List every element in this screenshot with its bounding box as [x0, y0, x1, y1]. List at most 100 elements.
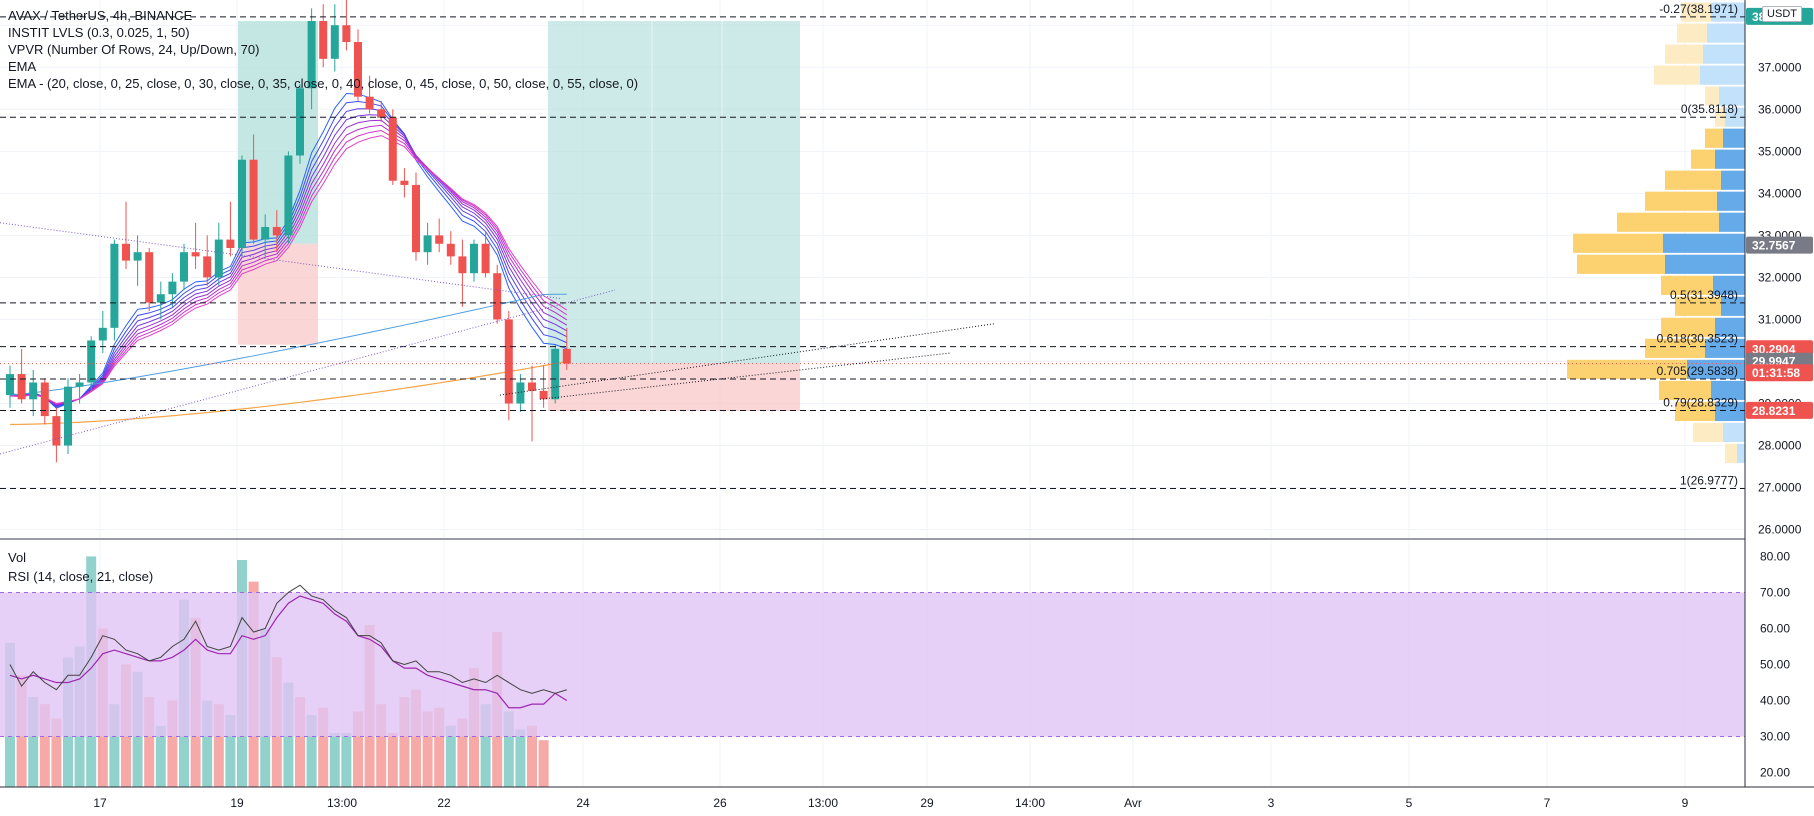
time-tick-label: 5 — [1406, 796, 1413, 810]
candlesticks[interactable] — [6, 0, 571, 463]
rsi-ma-line — [9, 595, 568, 709]
volume-bar — [109, 704, 120, 787]
time-tick-label: 24 — [576, 796, 590, 810]
currency-unit-badge[interactable]: USDT — [1762, 6, 1802, 22]
time-tick-label: 22 — [437, 796, 451, 810]
rsi-pane — [0, 538, 1814, 738]
vp-row-down — [1691, 149, 1715, 169]
fib-level-label: 0.618(30.3523) — [1657, 332, 1738, 346]
vp-row-up — [1700, 65, 1745, 85]
vp-row-up — [1715, 149, 1745, 169]
price-badge — [1746, 364, 1813, 382]
vp-row-up — [1719, 212, 1745, 232]
candle-body — [52, 416, 61, 446]
candle-body — [180, 252, 188, 282]
vp-row-down — [1654, 65, 1700, 85]
vp-row-down — [1705, 86, 1719, 106]
volume-bar — [51, 718, 62, 787]
volume-bar — [167, 700, 178, 787]
price-tick-label: 26.0000 — [1758, 523, 1802, 537]
candle-body — [110, 243, 119, 328]
candle-body — [40, 382, 49, 417]
vp-row-up — [1665, 254, 1745, 274]
candle-body — [29, 382, 38, 400]
candle-body — [296, 88, 304, 156]
candle-body — [539, 390, 548, 400]
volume-bar — [295, 696, 305, 787]
candle-body — [423, 235, 432, 253]
symbol-title[interactable]: AVAX / TetherUS, 4h, BINANCE — [8, 8, 193, 23]
candle-body — [261, 226, 270, 240]
indicator-vol[interactable]: Vol — [8, 550, 27, 565]
candle-body — [272, 226, 281, 236]
time-tick-label: 17 — [93, 796, 107, 810]
price-badge — [1746, 401, 1813, 419]
volume-bar — [202, 700, 213, 787]
time-tick-label: 3 — [1268, 796, 1275, 810]
time-tick-label: Avr — [1124, 796, 1142, 810]
trend-lines — [0, 222, 996, 455]
indicator-instit-lvls[interactable]: INSTIT LVLS (0.3, 0.025, 1, 50) — [8, 25, 190, 40]
volume-bar — [387, 732, 398, 787]
rsi-tick-label: 70.00 — [1760, 585, 1790, 599]
rsi-tick-label: 80.00 — [1760, 549, 1790, 563]
time-tick-label: 26 — [713, 796, 727, 810]
vp-row-up — [1711, 2, 1745, 22]
ema-100-line — [9, 293, 567, 396]
price-tick-label: 31.0000 — [1758, 312, 1802, 326]
candle-body — [156, 294, 165, 303]
candle-body — [191, 252, 200, 257]
vp-row-down — [1617, 212, 1719, 232]
candle-body — [388, 117, 397, 181]
candle-body — [214, 239, 223, 278]
candle-body — [226, 239, 235, 248]
volume-bar — [39, 704, 50, 787]
volume-profile — [1567, 2, 1745, 464]
vp-row-up — [1719, 86, 1745, 106]
candle-body — [400, 180, 409, 185]
indicator-ema-ribbon[interactable]: EMA - (20, close, 0, 25, close, 0, 30, c… — [8, 76, 639, 91]
candle-body — [238, 159, 246, 248]
candle-body — [75, 382, 84, 387]
candle-body — [307, 21, 316, 89]
volume-bar — [503, 711, 514, 787]
vp-row-up — [1717, 191, 1745, 211]
fib-level-label: 0(35.8118) — [1681, 102, 1738, 116]
indicator-ema[interactable]: EMA — [8, 59, 37, 74]
volume-bar — [399, 696, 410, 787]
volume-bar — [155, 725, 166, 787]
candle-body — [481, 243, 490, 274]
volume-bar — [329, 732, 340, 787]
chart-legend: AVAX / TetherUS, 4h, BINANCE INSTIT LVLS… — [8, 7, 638, 92]
candle-body — [284, 155, 293, 236]
price-tick-label: 35.0000 — [1758, 144, 1802, 158]
vp-row-down — [1693, 422, 1723, 443]
vp-row-up — [1663, 233, 1745, 253]
volume-bar — [411, 689, 421, 787]
rsi-tick-label: 40.00 — [1760, 694, 1790, 708]
vp-row-up — [1715, 401, 1745, 421]
volume-bar — [213, 704, 224, 787]
volume-bar — [457, 718, 468, 787]
price-badge-label: 32.7567 — [1752, 239, 1796, 253]
time-tick-label: 7 — [1544, 796, 1551, 810]
candle-body — [249, 159, 258, 240]
candle-body — [504, 319, 513, 404]
indicator-vpvr[interactable]: VPVR (Number Of Rows, 24, Up/Down, 70) — [8, 42, 260, 57]
trendline-ascending — [0, 289, 616, 455]
price-tick-label: 32.0000 — [1758, 270, 1802, 284]
rsi-tick-label: 50.00 — [1760, 658, 1790, 672]
candle-body — [87, 340, 96, 383]
vp-row-up — [1707, 23, 1745, 43]
price-tick-label: 27.0000 — [1758, 481, 1802, 495]
volume-bar — [538, 740, 549, 787]
volume-bar — [28, 696, 39, 787]
candle-body — [133, 252, 142, 261]
candle-body — [17, 374, 26, 400]
indicator-rsi[interactable]: RSI (14, close, 21, close) — [8, 569, 154, 584]
ema-200-line — [9, 360, 567, 426]
price-badge-label: 28.8231 — [1752, 404, 1796, 418]
candle-body — [203, 256, 212, 278]
